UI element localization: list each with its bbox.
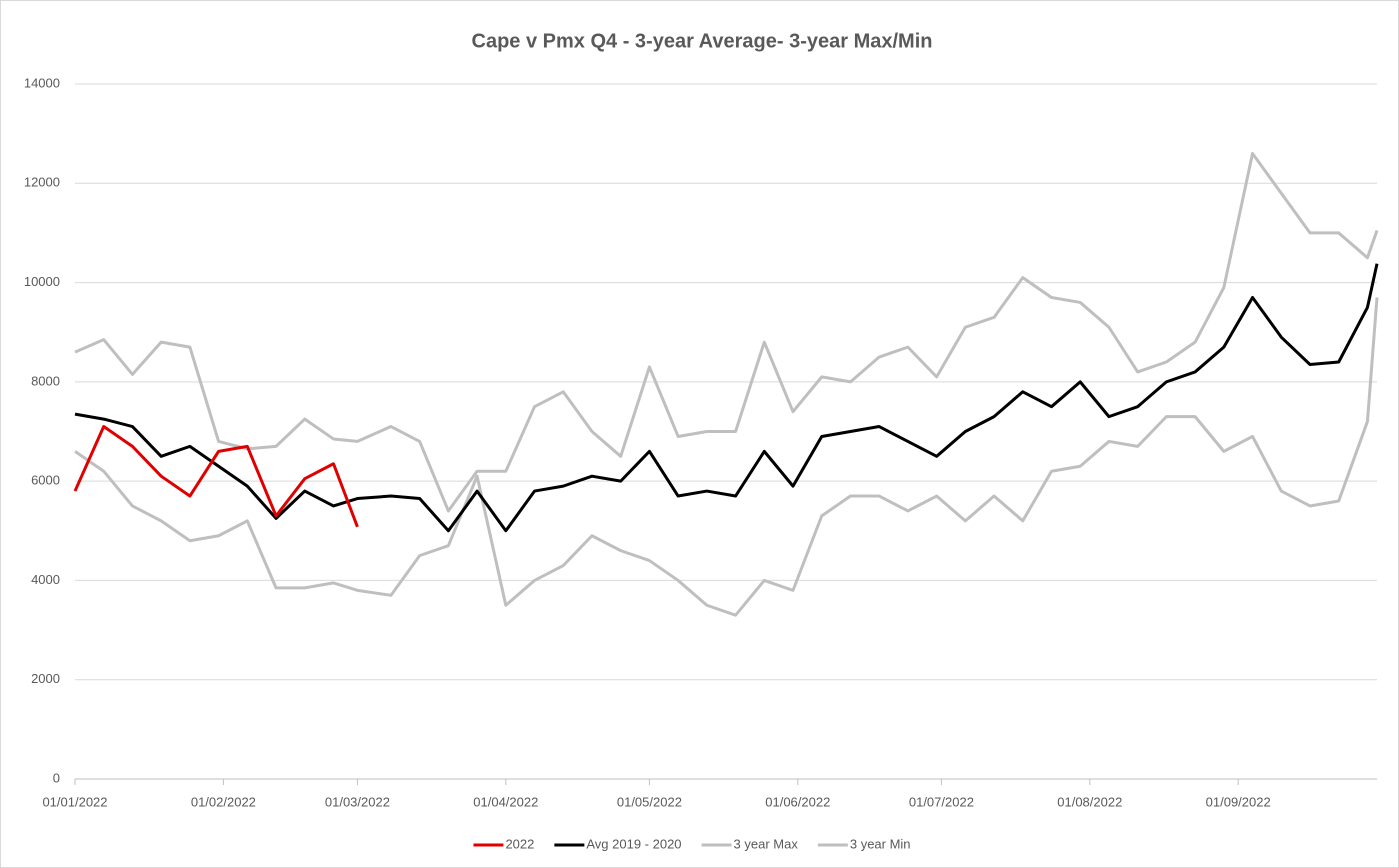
legend-item: 3 year Min	[817, 836, 911, 851]
legend-item: 3 year Max	[701, 836, 799, 851]
x-tick-label: 01/09/2022	[1206, 794, 1271, 809]
legend-item: Avg 2019 - 2020	[554, 836, 682, 851]
x-tick-label: 01/05/2022	[617, 794, 682, 809]
y-tick-label: 10000	[24, 274, 60, 289]
x-tick-label: 01/03/2022	[325, 794, 390, 809]
y-tick-label: 14000	[24, 75, 60, 90]
legend-label: 3 year Max	[734, 836, 799, 851]
series-line	[74, 297, 1379, 617]
x-tick-label: 01/08/2022	[1057, 794, 1122, 809]
y-tick-label: 8000	[31, 373, 60, 388]
legend-label: 3 year Min	[850, 836, 911, 851]
x-tick-label: 01/02/2022	[191, 794, 256, 809]
x-tick-label: 01/04/2022	[473, 794, 538, 809]
series-line	[73, 425, 359, 528]
legend-label: 2022	[505, 836, 534, 851]
y-tick-label: 0	[53, 770, 60, 785]
x-tick-label: 01/07/2022	[909, 794, 974, 809]
series-line	[74, 263, 1379, 533]
legend-label: Avg 2019 - 2020	[586, 836, 681, 851]
y-tick-label: 6000	[31, 473, 60, 488]
x-tick-label: 01/01/2022	[42, 794, 107, 809]
chart-title: Cape v Pmx Q4 - 3-year Average- 3-year M…	[472, 30, 933, 52]
y-tick-label: 2000	[31, 671, 60, 686]
series-line	[74, 152, 1379, 513]
y-tick-label: 12000	[24, 175, 60, 190]
y-tick-label: 4000	[31, 572, 60, 587]
x-tick-label: 01/06/2022	[765, 794, 830, 809]
legend-item: 2022	[473, 836, 534, 851]
